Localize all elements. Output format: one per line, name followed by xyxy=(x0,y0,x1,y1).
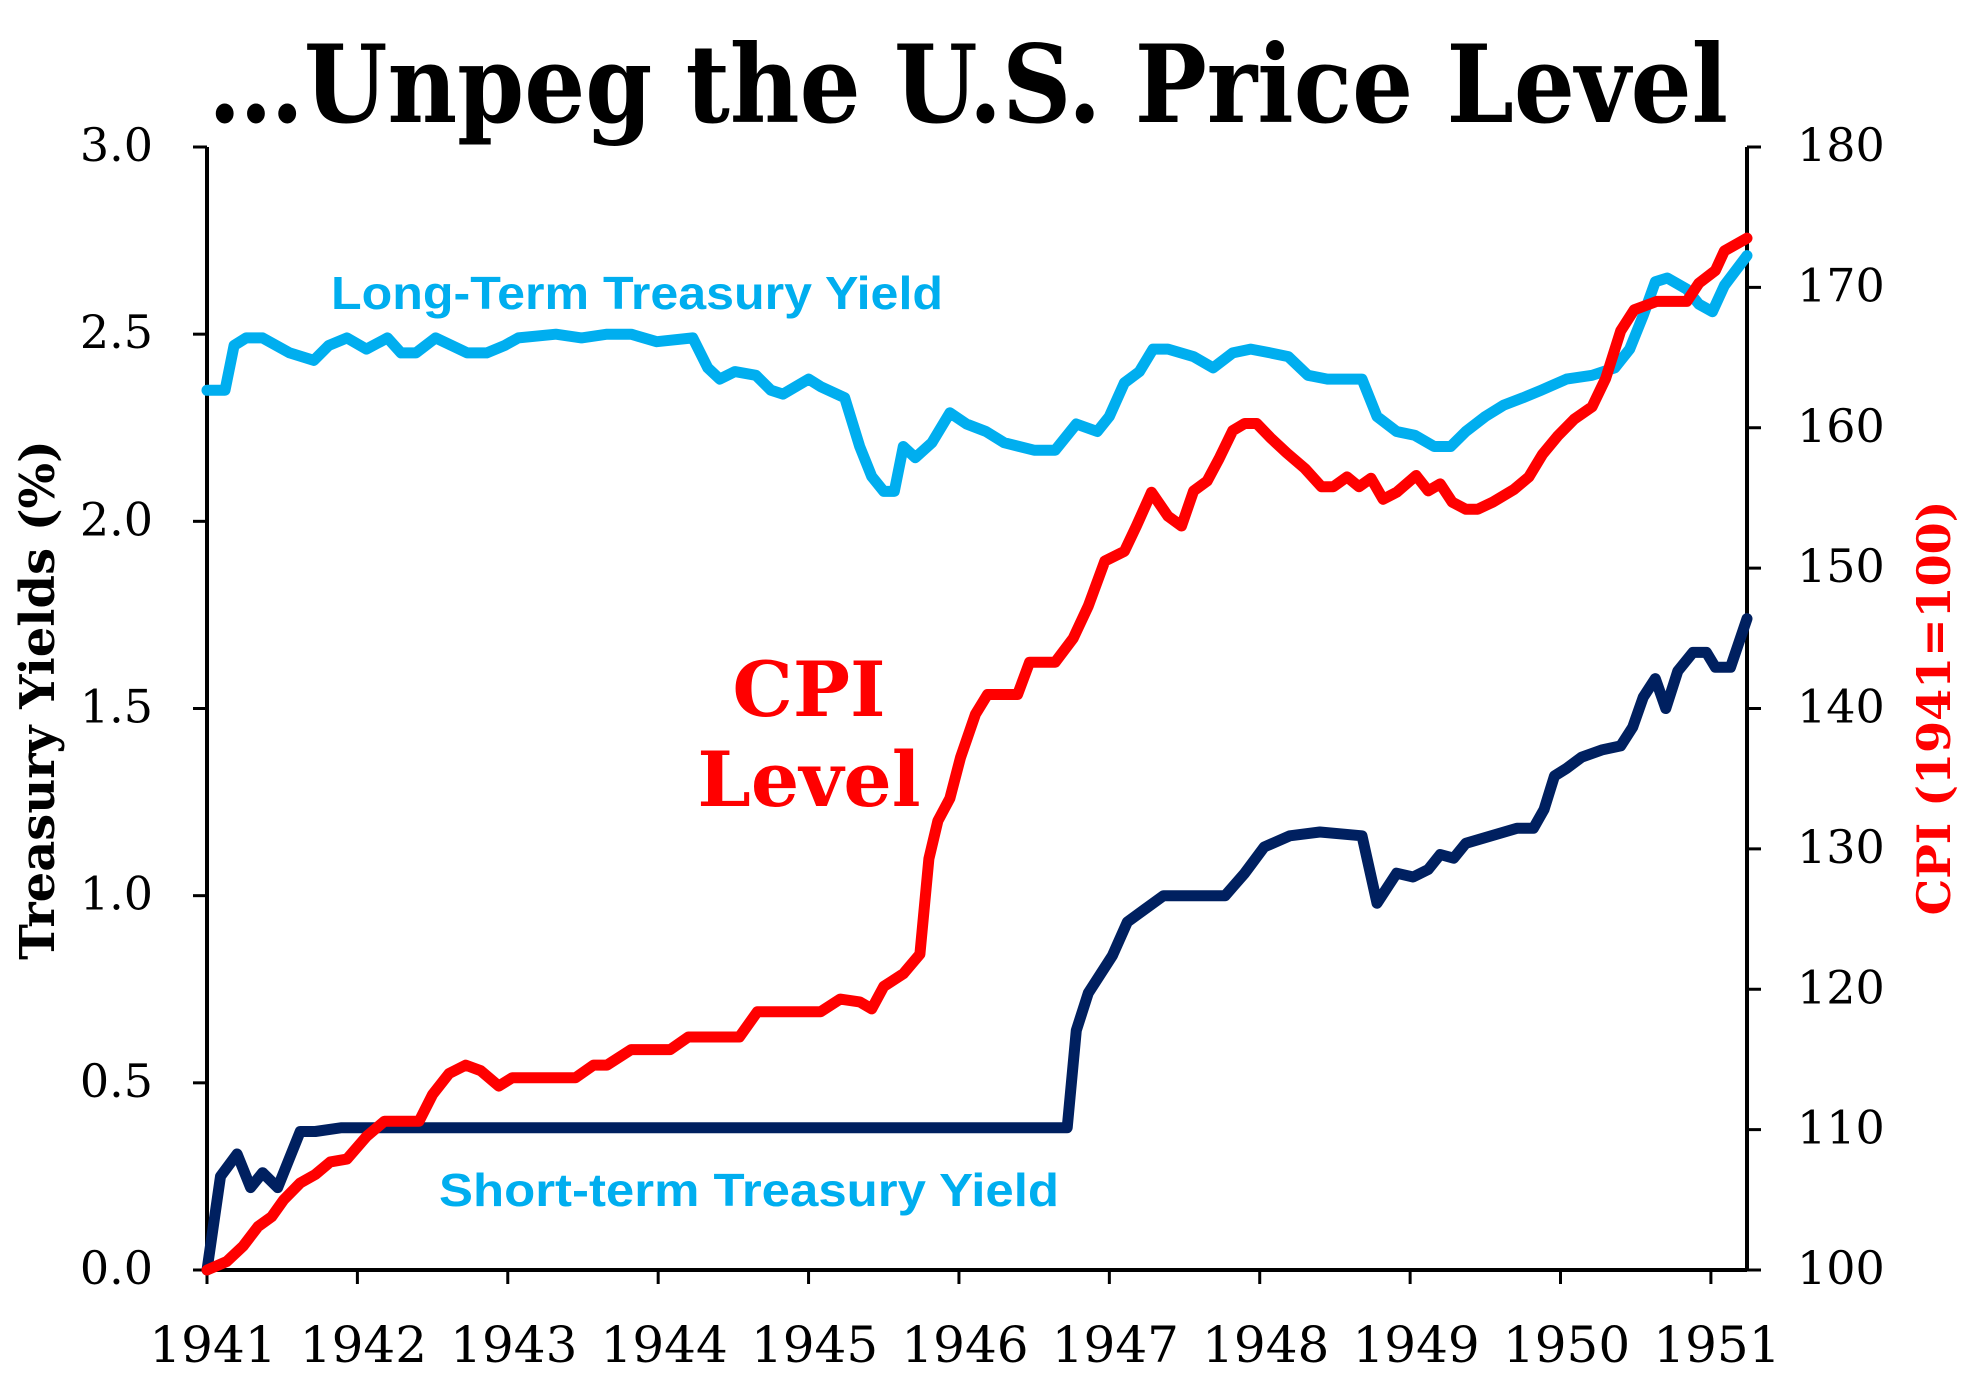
y2-axis-title: CPI (1941=100) xyxy=(1907,501,1961,916)
axes: 1941 1942 1943 1944 1945 1946 1947 1948 1949 1950… xyxy=(80,118,1885,1374)
x-tick-label: 1945 xyxy=(751,1316,878,1374)
x-tick-label: 1944 xyxy=(601,1316,728,1374)
cpi-label-line1: CPI xyxy=(732,645,885,734)
y-tick-label: 1.0 xyxy=(80,867,153,921)
long-term-yield-label: Long-Term Treasury Yield xyxy=(331,267,943,319)
y2-tick-label: 180 xyxy=(1797,118,1885,172)
x-tick-label: 1941 xyxy=(149,1316,276,1374)
x-tick-label: 1950 xyxy=(1503,1316,1630,1374)
x-tick-label: 1948 xyxy=(1202,1316,1329,1374)
long-term-treasury-yield-line xyxy=(201,250,1753,497)
cpi-level-line xyxy=(201,232,1753,1276)
chart-title: …Unpeg the U.S. Price Level xyxy=(208,22,1728,148)
y-tick-label: 3.0 xyxy=(80,118,153,172)
y2-tick-label: 110 xyxy=(1797,1101,1885,1155)
short-term-yield-label: Short-term Treasury Yield xyxy=(439,1164,1059,1216)
y-axis-title: Treasury Yields (%) xyxy=(10,440,66,960)
x-tick-label: 1946 xyxy=(901,1316,1028,1374)
y2-tick-label: 120 xyxy=(1797,960,1885,1014)
x-tick-label: 1942 xyxy=(300,1316,427,1374)
x-tick-label: 1943 xyxy=(450,1316,577,1374)
y-tick-label: 2.5 xyxy=(80,305,153,359)
x-tick-label: 1947 xyxy=(1052,1316,1179,1374)
x-tick-label: 1949 xyxy=(1353,1316,1480,1374)
y-tick-label: 0.0 xyxy=(80,1241,153,1295)
y-tick-label: 1.5 xyxy=(80,680,153,734)
x-tick-label: 1951 xyxy=(1653,1316,1780,1374)
cpi-label-line2: Level xyxy=(697,735,920,824)
y2-tick-label: 130 xyxy=(1797,820,1885,874)
y-tick-label: 2.0 xyxy=(80,492,153,546)
y2-tick-label: 150 xyxy=(1797,539,1885,593)
y2-tick-label: 100 xyxy=(1797,1241,1885,1295)
y-tick-label: 0.5 xyxy=(80,1054,153,1108)
y2-tick-label: 140 xyxy=(1797,680,1885,734)
series-lines xyxy=(201,232,1753,1276)
y2-tick-label: 160 xyxy=(1797,399,1885,453)
y2-tick-label: 170 xyxy=(1797,258,1885,312)
